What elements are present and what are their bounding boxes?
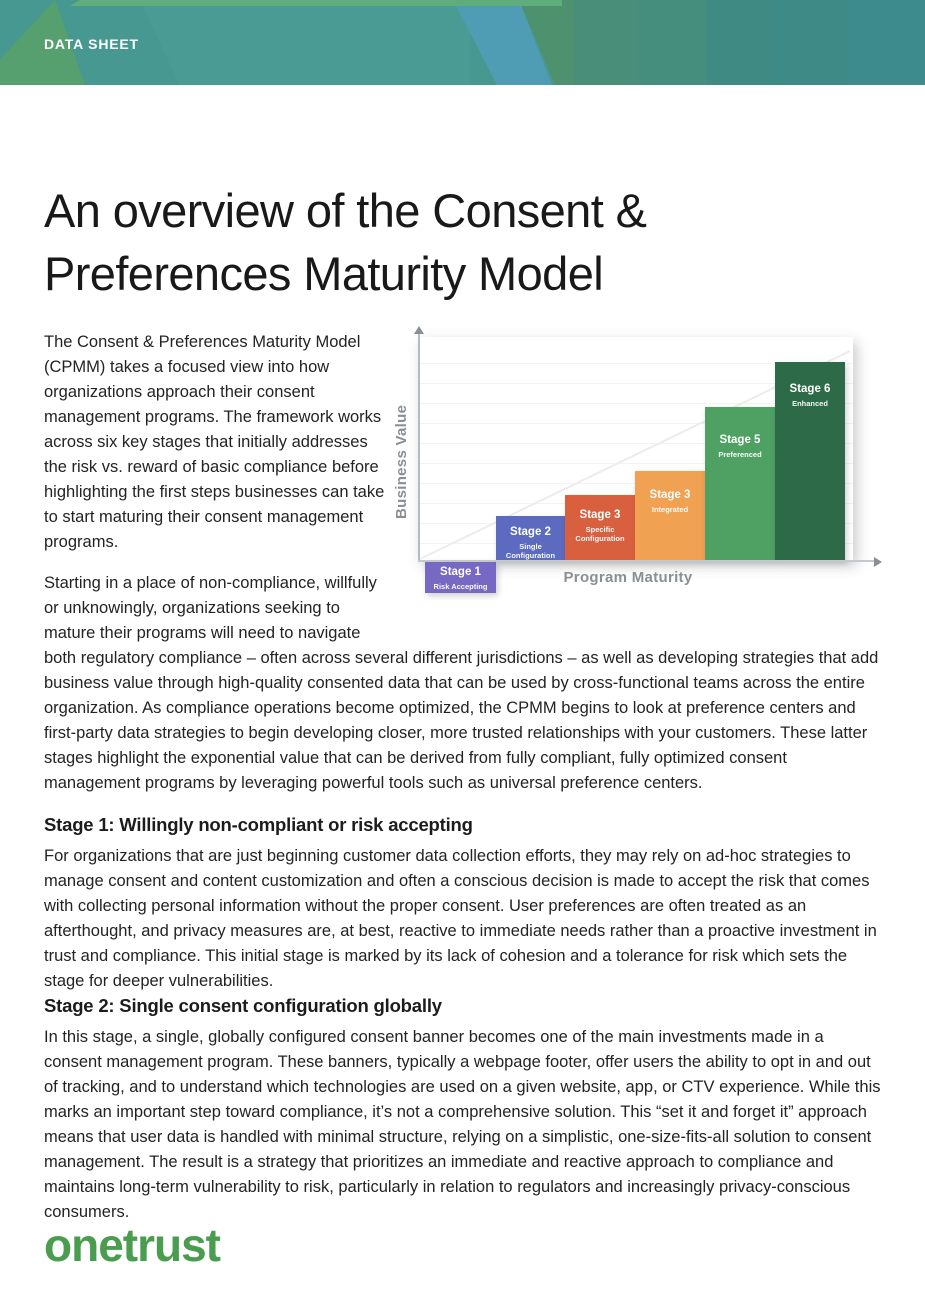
stage-1-body: For organizations that are just beginnin…: [44, 847, 877, 990]
banner-graphic-bottom-strip: [70, 0, 562, 6]
y-axis-line: [418, 332, 420, 561]
page-title: An overview of the Consent & Preferences…: [44, 184, 647, 300]
stage-bar-title: Stage 2: [510, 526, 551, 538]
stage-2-heading: Stage 2: Single consent configuration gl…: [44, 995, 442, 1016]
gridline: [418, 403, 853, 404]
stage-bar-subtitle: Integrated: [651, 505, 689, 515]
intro-paragraph-2: Starting in a place of non-compliance, w…: [44, 574, 879, 792]
stage-2-body: In this stage, a single, globally config…: [44, 1028, 881, 1221]
stage-bar: Stage 5 Preferenced: [705, 407, 775, 560]
gridline: [418, 383, 853, 384]
stage-bar: Stage 2 Single Configuration: [496, 516, 565, 560]
stage-bar: Stage 3 Specific Configuration: [565, 495, 635, 560]
intro-paragraph-1: The Consent & Preferences Maturity Model…: [44, 333, 385, 551]
stage-bar-title: Stage 6: [789, 383, 831, 395]
x-axis-arrow-icon: [874, 557, 882, 567]
stage-bar: Stage 6 Enhanced: [775, 362, 845, 560]
stage-bar-title: Stage 5: [719, 434, 761, 446]
intro-content: Stage 1 Risk Accepting Stage 2 Single Confi…: [44, 326, 882, 796]
onetrust-logo: onetrust: [44, 1219, 221, 1271]
stage-bar: Stage 1 Risk Accepting: [425, 560, 496, 593]
stage-bar: Stage 3 Integrated: [635, 471, 705, 560]
stage-bar-subtitle: Preferenced: [718, 450, 762, 460]
gridline: [418, 363, 853, 364]
banner-graphic-teal: [140, 0, 470, 85]
stage-bar-title: Stage 3: [649, 489, 691, 501]
y-axis-label: Business Value: [393, 404, 410, 520]
stage-bar-title: Stage 1: [440, 566, 481, 578]
gridline: [418, 463, 853, 464]
gridline: [418, 443, 853, 444]
stage-bar-subtitle: Risk Accepting: [433, 582, 488, 592]
doc-type-label: DATA SHEET: [44, 36, 139, 52]
stage-bar-subtitle: Single Configuration: [505, 542, 556, 561]
banner-graphic-stripes: [519, 0, 925, 85]
section-stage-1: Stage 1: Willingly non-compliant or risk…: [44, 814, 881, 994]
section-stage-2: Stage 2: Single consent configuration gl…: [44, 995, 881, 1225]
x-axis-line: [418, 560, 876, 562]
y-axis-arrow-icon: [414, 326, 424, 334]
gridline: [418, 423, 853, 424]
header-banner: DATA SHEET: [0, 0, 925, 85]
stage-bar-title: Stage 3: [579, 509, 621, 521]
stage-bar-subtitle: Enhanced: [792, 399, 828, 409]
stage-bar-subtitle: Specific Configuration: [575, 525, 625, 544]
maturity-chart: Stage 1 Risk Accepting Stage 2 Single Confi…: [393, 324, 882, 640]
x-axis-label: Program Maturity: [563, 569, 693, 586]
stage-1-heading: Stage 1: Willingly non-compliant or risk…: [44, 814, 473, 835]
